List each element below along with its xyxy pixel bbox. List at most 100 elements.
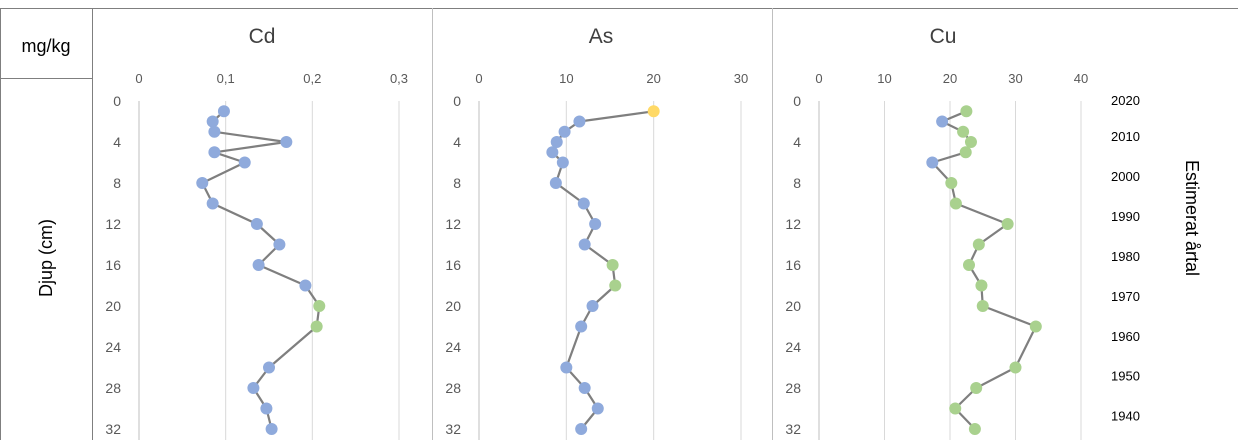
data-point	[313, 300, 326, 312]
chart-title: Cd	[249, 25, 276, 48]
x-tick-label: 30	[734, 71, 748, 86]
data-point	[960, 105, 973, 118]
y-tick-label: 8	[113, 175, 121, 191]
y-tick-label: 24	[445, 339, 461, 355]
chart-panel-cu: Cu 0 10 20 30 40 0 4 8 12 16 20 24 28 32	[785, 25, 1088, 440]
y-tick-label: 24	[105, 339, 121, 355]
data-point	[299, 279, 312, 292]
data-point	[589, 218, 602, 230]
unit-header: mg/kg	[21, 36, 70, 56]
year-label: 2000	[1111, 169, 1140, 184]
data-point	[578, 382, 591, 394]
chart-panel-as: As 0 10 20 30 0 4 8 12 16 20 24 28 32	[445, 25, 748, 440]
y-tick-label: 16	[785, 257, 801, 273]
table-grid	[0, 8, 1238, 440]
data-point	[550, 136, 563, 148]
y-tick-label: 12	[105, 216, 121, 232]
data-point	[962, 259, 975, 271]
data-point	[949, 197, 962, 210]
data-point	[208, 146, 221, 159]
data-point	[196, 177, 209, 189]
data-point	[972, 238, 985, 251]
panel-dividers	[432, 8, 773, 440]
data-point	[217, 105, 230, 118]
y-tick-label: 28	[105, 380, 121, 396]
depth-axis-label: Djup (cm)	[36, 219, 56, 297]
data-point	[247, 382, 260, 394]
y-tick-label: 20	[105, 298, 121, 314]
y-tick-label: 8	[453, 175, 461, 191]
year-labels: 2020 2010 2000 1990 1980 1970 1960 1950 1940	[1111, 93, 1140, 424]
data-point	[606, 259, 619, 271]
y-tick-label: 0	[793, 93, 801, 109]
data-point	[586, 300, 599, 312]
chart-panels: Cd 0 0,1 0,2 0,3 0 4 8 12 16 20 24 28 32 As 0 10 20 30 0 4 8 1…	[105, 25, 1088, 440]
year-label: 1940	[1111, 409, 1140, 424]
data-point	[250, 218, 263, 230]
data-point	[578, 238, 591, 251]
y-tick-label: 0	[113, 93, 121, 109]
y-tick-label: 12	[445, 216, 461, 232]
x-tick-label: 0,3	[390, 71, 408, 86]
data-point	[273, 238, 286, 251]
x-tick-label: 10	[877, 71, 891, 86]
data-point	[263, 361, 275, 374]
y-tick-label: 32	[785, 421, 801, 437]
year-label: 1990	[1111, 209, 1140, 224]
data-point	[206, 115, 219, 128]
data-point	[647, 105, 660, 118]
data-point	[968, 423, 981, 435]
y-tick-label: 24	[785, 339, 801, 355]
y-tick-label: 20	[785, 298, 801, 314]
data-point	[208, 125, 221, 138]
data-point	[936, 115, 949, 128]
data-point	[238, 156, 251, 169]
data-point	[310, 320, 323, 333]
data-point	[573, 115, 586, 128]
data-point	[1029, 320, 1042, 333]
data-point	[945, 177, 958, 189]
data-point	[970, 382, 983, 394]
data-point	[577, 197, 590, 210]
x-tick-label: 0,1	[217, 71, 235, 86]
data-point	[546, 146, 559, 159]
year-axis-label: Estimerat årtal	[1182, 160, 1202, 276]
data-point	[976, 300, 989, 312]
data-point	[556, 156, 569, 169]
year-label: 1960	[1111, 329, 1140, 344]
series-line	[931, 110, 1037, 430]
x-tick-label: 40	[1074, 71, 1088, 86]
y-tick-label: 4	[793, 134, 801, 150]
year-label: 2020	[1111, 93, 1140, 108]
x-tick-label: 20	[943, 71, 957, 86]
data-point	[252, 259, 265, 271]
chart-title: Cu	[930, 25, 957, 48]
data-point	[575, 423, 588, 435]
x-tick-label: 0	[815, 71, 822, 86]
x-tick-label: 0	[475, 71, 482, 86]
data-point	[975, 279, 988, 292]
data-point	[549, 177, 562, 189]
data-point	[280, 136, 293, 148]
data-point	[926, 156, 939, 169]
x-tick-label: 20	[646, 71, 660, 86]
y-tick-label: 16	[105, 257, 121, 273]
year-label: 1970	[1111, 289, 1140, 304]
x-tick-label: 0	[135, 71, 142, 86]
year-label: 1950	[1111, 369, 1140, 384]
y-tick-label: 4	[453, 134, 461, 150]
y-tick-label: 32	[105, 421, 121, 437]
data-point	[265, 423, 278, 435]
y-tick-label: 32	[445, 421, 461, 437]
y-tick-label: 8	[793, 175, 801, 191]
x-tick-label: 30	[1008, 71, 1022, 86]
y-tick-label: 28	[445, 380, 461, 396]
x-tick-label: 10	[559, 71, 573, 86]
data-point	[206, 197, 219, 210]
data-point	[1009, 361, 1022, 374]
data-point	[591, 402, 604, 415]
data-point	[949, 402, 962, 415]
data-point	[609, 279, 622, 292]
y-tick-label: 20	[445, 298, 461, 314]
